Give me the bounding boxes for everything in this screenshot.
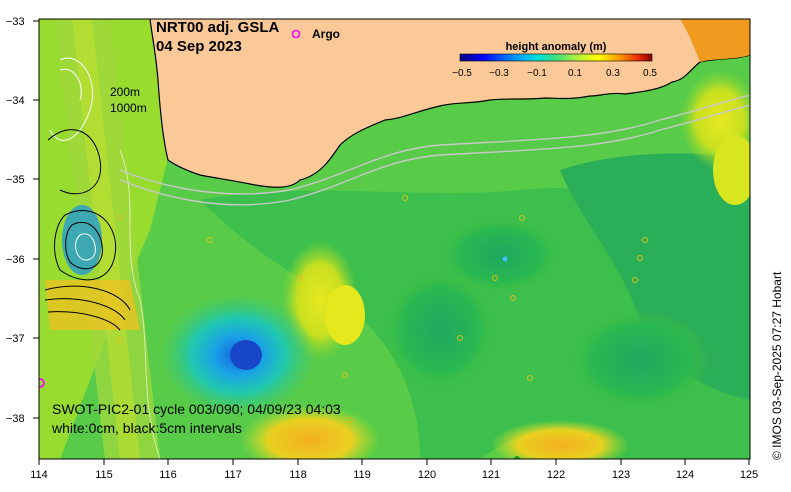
colorbar-tick: 0.1: [568, 68, 582, 79]
swot-low-spot: [62, 205, 102, 275]
coastline: [149, 19, 750, 188]
lat-axis: −33 −34 −35 −36 −37 −38: [6, 16, 39, 425]
map-title-date: 04 Sep 2023: [156, 38, 242, 55]
swot-note-line1: SWOT-PIC2-01 cycle 003/090; 04/09/23 04:…: [52, 401, 341, 417]
map-title-product: NRT00 adj. GSLA: [156, 19, 280, 36]
dark-green-patch-east: [570, 310, 710, 410]
isobath-1000m: [119, 104, 750, 206]
argo-float-cyan: [502, 256, 508, 262]
colorbar-gradient: [459, 53, 653, 62]
lat-tick-label: −35: [6, 174, 25, 186]
coastal-orange-fringe: [680, 19, 750, 62]
colorbar-tick: −0.3: [489, 68, 509, 79]
colorbar: height anomaly (m) −0.5 −0.3 −0.1 0.1 0.…: [452, 41, 657, 79]
swot-high-band: [45, 280, 140, 330]
swot-contours: [44, 57, 161, 459]
lon-tick-label: 123: [612, 469, 630, 481]
lon-tick-label: 122: [547, 469, 565, 481]
imos-credit: © IMOS 03-Sep-2025 07:27 Hobart: [770, 271, 784, 460]
lat-tick-label: −33: [6, 16, 25, 28]
lon-tick-label: 124: [676, 469, 694, 481]
lon-tick-label: 118: [289, 469, 307, 481]
dark-green-patch-central: [440, 217, 560, 293]
lon-tick-label: 115: [95, 469, 113, 481]
plot-area: [39, 19, 750, 459]
isobath-label-200m: 200m: [110, 85, 140, 99]
lat-tick-label: −36: [6, 254, 25, 266]
colorbar-tick: 0.3: [606, 68, 620, 79]
yellow-high-far-east: [713, 135, 750, 205]
colorbar-tick: −0.5: [452, 68, 472, 79]
argo-floats: [117, 195, 648, 441]
colorbar-tick: 0.5: [643, 68, 657, 79]
eddy-low-core: [230, 340, 262, 370]
isobath-label-1000m: 1000m: [110, 101, 147, 115]
isobath-200m: [119, 94, 750, 195]
colorbar-tick: −0.1: [527, 68, 547, 79]
lon-tick-label: 120: [418, 469, 436, 481]
lon-tick-label: 125: [740, 469, 758, 481]
lat-tick-label: −37: [6, 333, 25, 345]
swot-note-line2: white:0cm, black:5cm intervals: [51, 420, 242, 436]
yellow-high-119: [325, 285, 365, 345]
colorbar-title: height anomaly (m): [506, 41, 607, 53]
lon-tick-label: 117: [224, 469, 242, 481]
lat-tick-label: −34: [6, 95, 25, 107]
swot-swath-inner: [72, 19, 140, 459]
lon-tick-label: 121: [482, 469, 500, 481]
argo-float-green: [514, 456, 520, 459]
lon-tick-label: 114: [30, 469, 48, 481]
argo-float-magenta: [39, 378, 45, 388]
orange-high-southeast: [490, 420, 630, 459]
plot-border: [38, 18, 751, 460]
lon-tick-label: 119: [353, 469, 371, 481]
lat-tick-label: −38: [6, 413, 25, 425]
argo-legend-marker-icon: [291, 29, 301, 39]
orange-high-south: [240, 405, 380, 459]
lon-axis: 114 115 116 117 118 119 120 121 122 123 …: [30, 459, 758, 481]
dark-green-patch-mid: [385, 270, 495, 390]
lon-tick-label: 116: [159, 469, 177, 481]
argo-legend-label: Argo: [312, 27, 340, 41]
